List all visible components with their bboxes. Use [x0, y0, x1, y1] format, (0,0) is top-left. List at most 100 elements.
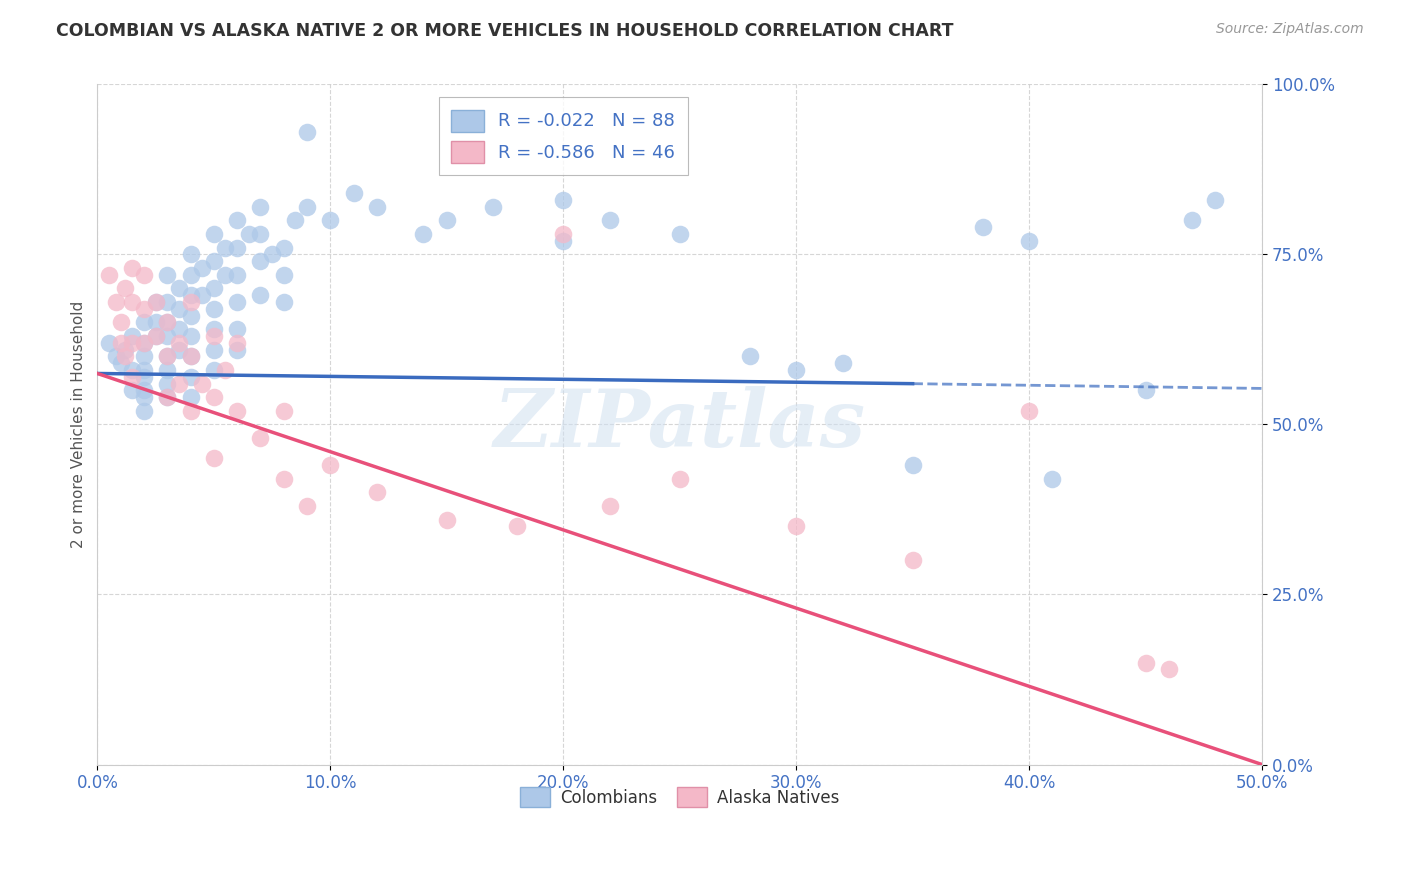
Point — [249, 200, 271, 214]
Point — [156, 316, 179, 330]
Point — [202, 322, 225, 336]
Point — [121, 329, 143, 343]
Point — [180, 350, 202, 364]
Point — [114, 343, 136, 357]
Point — [156, 350, 179, 364]
Point — [202, 451, 225, 466]
Point — [98, 268, 121, 282]
Text: COLOMBIAN VS ALASKA NATIVE 2 OR MORE VEHICLES IN HOUSEHOLD CORRELATION CHART: COLOMBIAN VS ALASKA NATIVE 2 OR MORE VEH… — [56, 22, 953, 40]
Point — [226, 404, 249, 418]
Point — [226, 268, 249, 282]
Text: ZIPatlas: ZIPatlas — [494, 385, 866, 463]
Point — [180, 404, 202, 418]
Point — [319, 213, 342, 227]
Point — [202, 227, 225, 241]
Point — [738, 350, 761, 364]
Point — [901, 458, 924, 473]
Point — [191, 288, 214, 302]
Point — [553, 193, 575, 207]
Point — [366, 200, 388, 214]
Point — [1018, 234, 1040, 248]
Point — [132, 335, 155, 350]
Point — [110, 316, 132, 330]
Point — [145, 329, 167, 343]
Point — [180, 370, 202, 384]
Point — [167, 322, 190, 336]
Point — [1018, 404, 1040, 418]
Point — [132, 363, 155, 377]
Point — [249, 254, 271, 268]
Point — [132, 335, 155, 350]
Point — [238, 227, 260, 241]
Point — [366, 485, 388, 500]
Point — [260, 247, 283, 261]
Point — [180, 295, 202, 310]
Point — [785, 519, 807, 533]
Point — [273, 268, 295, 282]
Point — [273, 241, 295, 255]
Point — [121, 384, 143, 398]
Point — [145, 295, 167, 310]
Point — [104, 295, 127, 310]
Point — [599, 213, 621, 227]
Point — [156, 329, 179, 343]
Point — [202, 254, 225, 268]
Point — [132, 316, 155, 330]
Point — [273, 404, 295, 418]
Point — [668, 227, 690, 241]
Point — [553, 227, 575, 241]
Point — [132, 404, 155, 418]
Point — [156, 350, 179, 364]
Y-axis label: 2 or more Vehicles in Household: 2 or more Vehicles in Household — [72, 301, 86, 548]
Point — [156, 316, 179, 330]
Point — [191, 376, 214, 391]
Point — [226, 213, 249, 227]
Point — [167, 335, 190, 350]
Point — [114, 350, 136, 364]
Point — [202, 343, 225, 357]
Point — [1042, 472, 1064, 486]
Point — [202, 281, 225, 295]
Point — [553, 234, 575, 248]
Point — [505, 519, 527, 533]
Point — [132, 301, 155, 316]
Point — [110, 356, 132, 370]
Point — [214, 363, 236, 377]
Point — [180, 390, 202, 404]
Point — [249, 431, 271, 445]
Point — [156, 390, 179, 404]
Point — [132, 350, 155, 364]
Point — [412, 227, 434, 241]
Point — [1204, 193, 1226, 207]
Point — [273, 295, 295, 310]
Point — [167, 301, 190, 316]
Point — [145, 316, 167, 330]
Point — [180, 350, 202, 364]
Point — [121, 335, 143, 350]
Point — [668, 472, 690, 486]
Point — [319, 458, 342, 473]
Point — [214, 268, 236, 282]
Point — [226, 335, 249, 350]
Point — [121, 261, 143, 276]
Point — [167, 376, 190, 391]
Point — [180, 309, 202, 323]
Point — [156, 295, 179, 310]
Point — [98, 335, 121, 350]
Point — [295, 200, 318, 214]
Legend: Colombians, Alaska Natives: Colombians, Alaska Natives — [513, 780, 846, 814]
Point — [1181, 213, 1204, 227]
Point — [202, 390, 225, 404]
Point — [599, 499, 621, 513]
Point — [132, 268, 155, 282]
Point — [249, 227, 271, 241]
Point — [156, 376, 179, 391]
Point — [132, 384, 155, 398]
Point — [121, 370, 143, 384]
Point — [295, 499, 318, 513]
Point — [114, 281, 136, 295]
Point — [1135, 656, 1157, 670]
Point — [226, 322, 249, 336]
Point — [167, 343, 190, 357]
Point — [156, 268, 179, 282]
